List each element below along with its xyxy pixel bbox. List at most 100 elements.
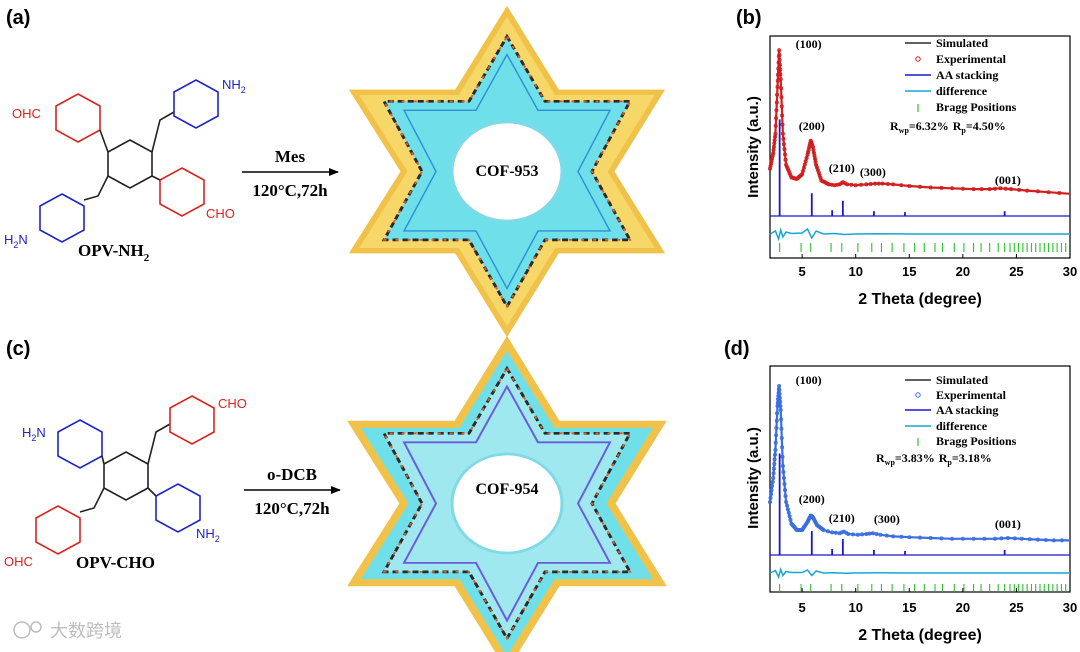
x-tick-label: 5 — [799, 600, 806, 615]
experimental-point — [884, 533, 889, 538]
experimental-point — [783, 152, 788, 157]
experimental-point — [775, 78, 780, 83]
experimental-point — [788, 518, 793, 523]
experimental-point — [779, 435, 784, 440]
experimental-point — [774, 100, 779, 105]
experimental-point — [778, 403, 783, 408]
experimental-point — [870, 531, 875, 536]
bond — [147, 487, 157, 497]
experimental-point — [939, 185, 944, 190]
experimental-point — [777, 62, 782, 67]
experimental-point — [1017, 187, 1022, 192]
experimental-point — [786, 169, 791, 174]
x-tick-label: 10 — [848, 600, 862, 615]
panel-c-label: (c) — [6, 338, 30, 360]
central-benzene-ring — [103, 451, 149, 501]
experimental-point — [855, 532, 860, 537]
legend-experimental-swatch — [915, 392, 921, 398]
condition-temp-c: 120°C,72h — [254, 499, 330, 518]
bond — [99, 129, 109, 153]
x-tick-label: 15 — [902, 264, 916, 279]
experimental-point — [939, 536, 944, 541]
experimental-point — [899, 183, 904, 188]
vinylene-bottom — [83, 175, 109, 201]
central-benzene-ring — [107, 139, 153, 189]
experimental-point — [779, 104, 784, 109]
aldehyde-ring-bottom — [159, 167, 205, 217]
experimental-point — [777, 48, 782, 53]
experimental-point — [928, 536, 933, 541]
experimental-point — [1019, 536, 1024, 541]
experimental-point — [773, 452, 778, 457]
experimental-point — [880, 181, 885, 186]
framework-inner-953 — [381, 33, 633, 310]
experimental-point — [779, 86, 784, 91]
chart-b-frame — [769, 35, 1071, 259]
experimental-point — [784, 499, 789, 504]
experimental-point — [769, 161, 774, 166]
experimental-series — [768, 49, 1071, 195]
legend-difference: difference — [936, 84, 988, 98]
experimental-point — [785, 164, 790, 169]
panel-d-label: (d) — [724, 338, 750, 360]
experimental-point — [773, 447, 778, 452]
experimental-point — [768, 166, 773, 171]
x-tick-label: 20 — [956, 264, 970, 279]
experimental-point — [782, 481, 787, 486]
experimental-point — [907, 535, 912, 540]
experimental-point — [777, 391, 782, 396]
group-h2n-bottom: H2N — [4, 232, 28, 250]
experimental-point — [960, 186, 965, 191]
experimental-point — [777, 57, 782, 62]
condition-solvent-c: o-DCB — [267, 465, 317, 484]
experimental-point — [774, 433, 779, 438]
experimental-point — [928, 185, 933, 190]
experimental-point — [830, 530, 835, 535]
experimental-point — [840, 180, 845, 185]
experimental-point — [770, 156, 775, 161]
experimental-point — [799, 172, 804, 177]
experimental-point — [778, 67, 783, 72]
experimental-point — [876, 181, 881, 186]
experimental-point — [864, 182, 869, 187]
experimental-point — [771, 466, 776, 471]
peak-label: (210) — [829, 161, 855, 175]
experimental-point — [1009, 187, 1014, 192]
experimental-point — [768, 499, 773, 504]
experimental-point — [775, 92, 780, 97]
experimental-point — [773, 440, 778, 445]
experimental-point — [998, 186, 1003, 191]
experimental-point — [768, 164, 773, 169]
experimental-point — [770, 479, 775, 484]
x-tick-label: 25 — [1009, 600, 1023, 615]
experimental-point — [853, 183, 858, 188]
experimental-point — [918, 535, 923, 540]
legend-aa-stacking: AA stacking — [936, 68, 998, 82]
legend-bragg: Bragg Positions — [936, 434, 1017, 448]
experimental-point — [999, 536, 1004, 541]
experimental-point — [805, 152, 810, 157]
experimental-point — [960, 536, 965, 541]
experimental-point — [1005, 536, 1010, 541]
experimental-point — [777, 387, 782, 392]
panel-a: (a) OHC NH2 H2N CHO OPV-NH2 Mes 120°C,72… — [4, 7, 339, 264]
experimental-point — [782, 147, 787, 152]
experimental-point — [786, 510, 791, 515]
monomer-opv-cho-structure — [35, 395, 215, 555]
experimental-point — [829, 182, 834, 187]
difference-series — [769, 567, 1070, 580]
condition-solvent-a: Mes — [275, 147, 306, 166]
chart-b-ylabel: Intensity (a.u.) — [745, 96, 762, 198]
experimental-point — [776, 72, 781, 77]
experimental-point — [918, 184, 923, 189]
experimental-point — [825, 529, 830, 534]
monomer-name-a: OPV-NH2 — [78, 241, 150, 264]
experimental-point — [821, 528, 826, 533]
experimental-point — [778, 407, 783, 412]
experimental-point — [769, 158, 774, 163]
experimental-point — [833, 530, 838, 535]
experimental-point — [777, 383, 782, 388]
experimental-point — [787, 514, 792, 519]
experimental-point — [860, 532, 865, 537]
